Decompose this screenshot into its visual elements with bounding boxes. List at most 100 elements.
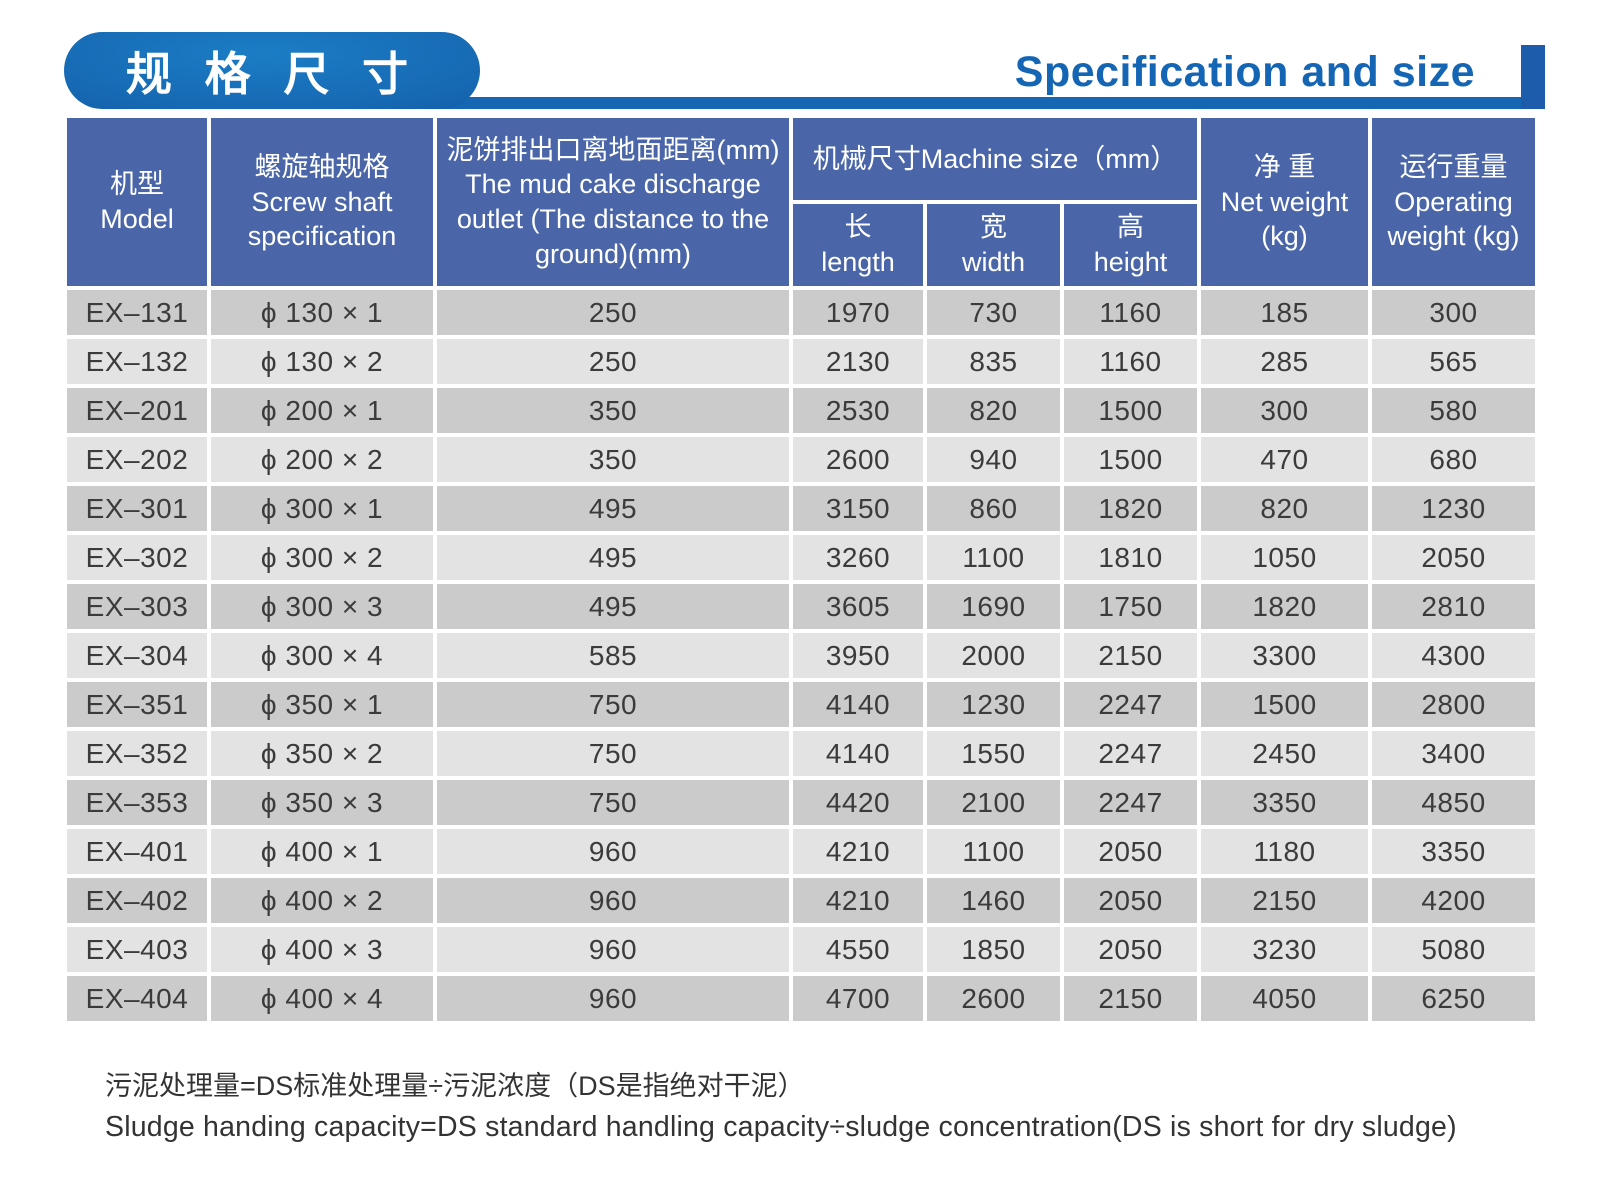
cell-height: 2247 — [1064, 682, 1198, 727]
cell-discharge-distance: 350 — [437, 437, 789, 482]
col-header-net-weight-en: Net weight (kg) — [1220, 186, 1349, 252]
cell-height: 1160 — [1064, 339, 1198, 384]
cell-model: EX–304 — [67, 633, 207, 678]
cell-net-weight: 2450 — [1201, 731, 1369, 776]
table-row: EX–351 ϕ 350 × 1 750 4140 1230 2247 1500… — [67, 682, 1536, 727]
cell-operating-weight: 300 — [1372, 290, 1536, 335]
col-header-height-zh: 高 — [1117, 212, 1144, 243]
col-header-screw-en: Screw shaft specification — [247, 186, 397, 252]
table-row: EX–201 ϕ 200 × 1 350 2530 820 1500 300 5… — [67, 388, 1536, 433]
cell-width: 2000 — [927, 633, 1060, 678]
table-row: EX–353 ϕ 350 × 3 750 4420 2100 2247 3350… — [67, 780, 1536, 825]
cell-discharge-distance: 495 — [437, 486, 789, 531]
col-header-operating-weight-en: Operating weight (kg) — [1387, 186, 1520, 252]
cell-height: 2050 — [1064, 878, 1198, 923]
title-underline — [300, 97, 1545, 109]
cell-screw-spec: ϕ 300 × 4 — [211, 633, 433, 678]
cell-operating-weight: 4300 — [1372, 633, 1536, 678]
col-header-width-zh: 宽 — [980, 212, 1007, 243]
cell-width: 1100 — [927, 829, 1060, 874]
cell-width: 940 — [927, 437, 1060, 482]
cell-width: 835 — [927, 339, 1060, 384]
col-header-screw-zh: 螺旋轴规格 — [254, 152, 390, 183]
cell-discharge-distance: 960 — [437, 976, 789, 1021]
cell-height: 1500 — [1064, 437, 1198, 482]
cell-discharge-distance: 750 — [437, 682, 789, 727]
cell-discharge-distance: 960 — [437, 878, 789, 923]
cell-height: 2247 — [1064, 780, 1198, 825]
table-body: EX–131 ϕ 130 × 1 250 1970 730 1160 185 3… — [67, 290, 1536, 1021]
footnote-en: Sludge handing capacity=DS standard hand… — [105, 1111, 1457, 1144]
cell-net-weight: 1500 — [1201, 682, 1369, 727]
table-row: EX–403 ϕ 400 × 3 960 4550 1850 2050 3230… — [67, 927, 1536, 972]
cell-height: 2050 — [1064, 829, 1198, 874]
cell-screw-spec: ϕ 400 × 3 — [211, 927, 433, 972]
cell-net-weight: 820 — [1201, 486, 1369, 531]
cell-screw-spec: ϕ 350 × 1 — [211, 682, 433, 727]
col-header-operating-weight-zh: 运行重量 — [1399, 152, 1508, 183]
table-row: EX–131 ϕ 130 × 1 250 1970 730 1160 185 3… — [67, 290, 1536, 335]
cell-screw-spec: ϕ 130 × 1 — [211, 290, 433, 335]
col-header-discharge: 泥饼排出口离地面距离(mm) The mud cake discharge ou… — [437, 118, 789, 286]
cell-width: 1460 — [927, 878, 1060, 923]
table-row: EX–132 ϕ 130 × 2 250 2130 835 1160 285 5… — [67, 339, 1536, 384]
col-header-operating-weight: 运行重量 Operating weight (kg) — [1372, 118, 1536, 286]
cell-model: EX–353 — [67, 780, 207, 825]
cell-length: 4700 — [793, 976, 923, 1021]
col-header-length-en: length — [821, 247, 895, 277]
cell-operating-weight: 1230 — [1372, 486, 1536, 531]
col-header-machine-size: 机械尺寸Machine size（mm） — [793, 118, 1198, 200]
col-header-width: 宽 width — [927, 204, 1060, 286]
cell-width: 1100 — [927, 535, 1060, 580]
cell-net-weight: 1820 — [1201, 584, 1369, 629]
cell-operating-weight: 5080 — [1372, 927, 1536, 972]
cell-screw-spec: ϕ 130 × 2 — [211, 339, 433, 384]
cell-operating-weight: 2800 — [1372, 682, 1536, 727]
col-header-height: 高 height — [1064, 204, 1198, 286]
cell-height: 1750 — [1064, 584, 1198, 629]
col-header-model-en: Model — [100, 204, 174, 234]
cell-operating-weight: 6250 — [1372, 976, 1536, 1021]
cell-width: 860 — [927, 486, 1060, 531]
table-row: EX–402 ϕ 400 × 2 960 4210 1460 2050 2150… — [67, 878, 1536, 923]
table-row: EX–304 ϕ 300 × 4 585 3950 2000 2150 3300… — [67, 633, 1536, 678]
cell-screw-spec: ϕ 350 × 2 — [211, 731, 433, 776]
spec-table-wrap: 机型 Model 螺旋轴规格 Screw shaft specification… — [63, 114, 1540, 1025]
table-row: EX–404 ϕ 400 × 4 960 4700 2600 2150 4050… — [67, 976, 1536, 1021]
cell-operating-weight: 565 — [1372, 339, 1536, 384]
col-header-net-weight: 净 重 Net weight (kg) — [1201, 118, 1369, 286]
cell-model: EX–302 — [67, 535, 207, 580]
table-row: EX–302 ϕ 300 × 2 495 3260 1100 1810 1050… — [67, 535, 1536, 580]
cell-operating-weight: 3400 — [1372, 731, 1536, 776]
cell-operating-weight: 2050 — [1372, 535, 1536, 580]
cell-net-weight: 300 — [1201, 388, 1369, 433]
cell-model: EX–401 — [67, 829, 207, 874]
cell-screw-spec: ϕ 300 × 2 — [211, 535, 433, 580]
col-header-width-en: width — [961, 247, 1026, 277]
cell-length: 4140 — [793, 731, 923, 776]
cell-net-weight: 4050 — [1201, 976, 1369, 1021]
cell-length: 4550 — [793, 927, 923, 972]
cell-length: 1970 — [793, 290, 923, 335]
col-header-model-zh: 机型 — [110, 169, 164, 200]
title-endcap-bar — [1521, 45, 1545, 109]
cell-height: 2150 — [1064, 976, 1198, 1021]
cell-width: 2100 — [927, 780, 1060, 825]
cell-length: 2130 — [793, 339, 923, 384]
cell-discharge-distance: 495 — [437, 584, 789, 629]
cell-length: 3605 — [793, 584, 923, 629]
cell-discharge-distance: 585 — [437, 633, 789, 678]
cell-operating-weight: 4200 — [1372, 878, 1536, 923]
page-header: 规 格 尺 寸 Specification and size — [0, 0, 1600, 118]
cell-width: 1850 — [927, 927, 1060, 972]
cell-model: EX–351 — [67, 682, 207, 727]
cell-length: 2600 — [793, 437, 923, 482]
cell-operating-weight: 580 — [1372, 388, 1536, 433]
cell-height: 2050 — [1064, 927, 1198, 972]
spec-table: 机型 Model 螺旋轴规格 Screw shaft specification… — [63, 114, 1540, 1025]
table-row: EX–352 ϕ 350 × 2 750 4140 1550 2247 2450… — [67, 731, 1536, 776]
cell-screw-spec: ϕ 200 × 1 — [211, 388, 433, 433]
cell-length: 3150 — [793, 486, 923, 531]
footnote-zh: 污泥处理量=DS标准处理量÷污泥浓度（DS是指绝对干泥） — [105, 1071, 805, 1101]
cell-height: 1810 — [1064, 535, 1198, 580]
